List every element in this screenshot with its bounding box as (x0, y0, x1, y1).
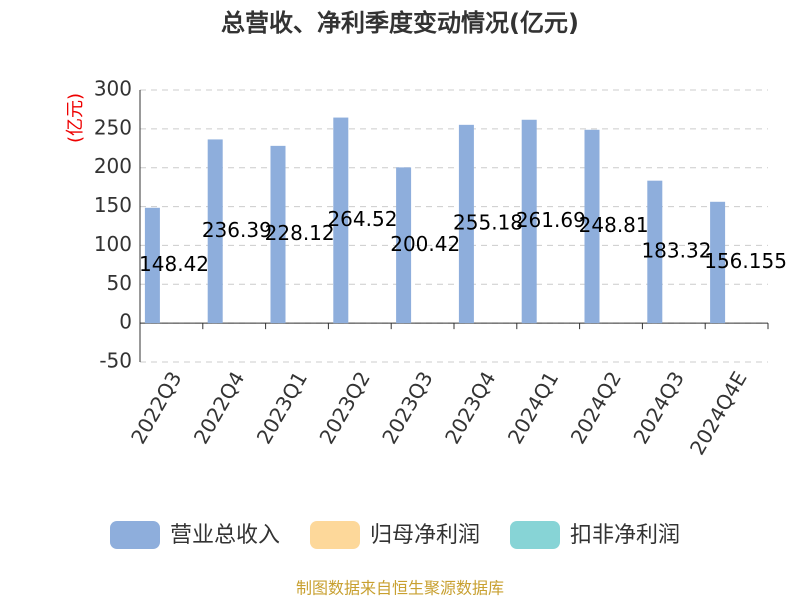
bar (207, 139, 223, 324)
y-axis-label: (亿元) (65, 93, 86, 143)
y-tick-label: 100 (94, 232, 132, 256)
bar (144, 207, 160, 324)
data-label: 156.155 (704, 249, 787, 273)
legend-swatch (110, 521, 160, 549)
bar (333, 117, 349, 324)
y-tick-label: 250 (94, 115, 132, 139)
x-tick-label: 2024Q4E (685, 367, 752, 459)
bar (710, 201, 726, 324)
x-tick-label: 2023Q4 (440, 367, 500, 448)
chart-title: 总营收、净利季度变动情况(亿元) (221, 9, 579, 37)
x-tick-label: 2022Q3 (126, 367, 186, 448)
y-tick-label: 300 (94, 77, 132, 101)
bar (396, 167, 412, 324)
bar (270, 145, 286, 324)
x-tick-label: 2024Q2 (566, 367, 626, 448)
x-tick-label: 2023Q1 (252, 367, 312, 448)
legend-swatch (510, 521, 560, 549)
legend-label: 营业总收入 (170, 523, 280, 548)
x-tick-label: 2022Q4 (189, 367, 249, 448)
x-tick-label: 2024Q3 (628, 367, 688, 448)
legend-label: 归母净利润 (370, 523, 480, 548)
legend-swatch (310, 521, 360, 549)
y-tick-label: 150 (94, 193, 132, 217)
bar (458, 124, 474, 324)
bar (647, 180, 663, 324)
y-tick-label: -50 (99, 349, 132, 373)
x-tick-label: 2023Q3 (377, 367, 437, 448)
source-note: 制图数据来自恒生聚源数据库 (296, 579, 504, 598)
y-tick-label: 0 (119, 310, 132, 334)
y-tick-label: 200 (94, 154, 132, 178)
bar (584, 129, 600, 324)
x-tick-label: 2023Q2 (314, 367, 374, 448)
y-tick-label: 50 (107, 271, 132, 295)
bar (521, 119, 537, 324)
legend-label: 扣非净利润 (570, 523, 680, 548)
x-tick-label: 2024Q1 (503, 367, 563, 448)
data-label: 183.329 (641, 238, 724, 262)
